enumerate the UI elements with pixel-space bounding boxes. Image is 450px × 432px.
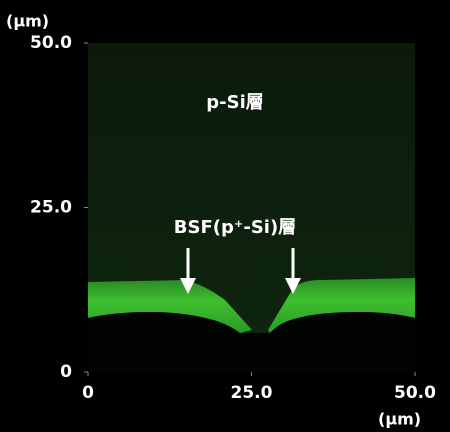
y-tick-label: 0	[60, 362, 72, 382]
annotation: p-Si層	[206, 92, 264, 113]
x-tick-label: 50.0	[394, 383, 436, 403]
y-tick-label: 50.0	[30, 33, 72, 53]
chart: (μm) (μm) p-Si層 BSF(p⁺-Si)層 0 25.0 50.0 0 25…	[0, 0, 450, 432]
x-tick-label: 25.0	[231, 383, 273, 403]
y-axis-label: (μm)	[6, 12, 49, 31]
x-tick-label: 0	[82, 383, 94, 403]
x-axis-label: (μm)	[378, 410, 421, 429]
y-tick-label: 25.0	[30, 198, 72, 218]
annotation: BSF(p⁺-Si)層	[174, 217, 296, 238]
